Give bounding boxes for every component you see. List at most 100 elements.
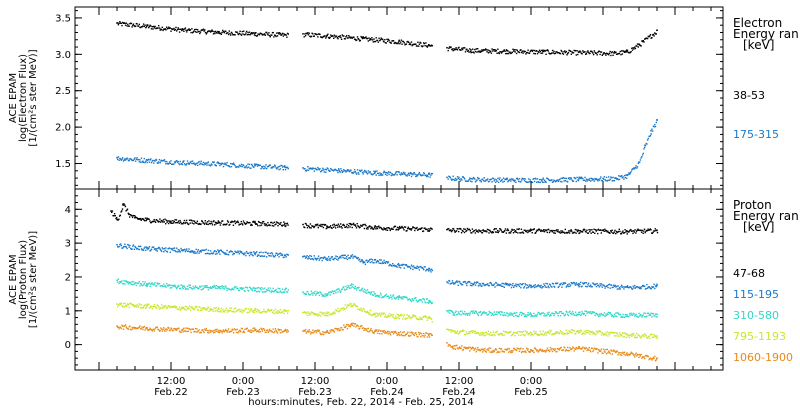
- proton-data-point: [407, 265, 410, 268]
- electron-data-point: [245, 165, 248, 167]
- proton-series-point: [218, 250, 220, 253]
- proton-data-point: [340, 255, 343, 257]
- proton-data-point: [356, 289, 358, 291]
- proton-data-point: [645, 230, 647, 232]
- proton-data-point: [240, 308, 243, 311]
- proton-data-point: [226, 331, 228, 333]
- proton-data-point: [575, 314, 577, 317]
- electron-data-point: [538, 51, 540, 54]
- proton-data-point: [623, 316, 626, 319]
- proton-data-point: [253, 327, 256, 329]
- proton-data-point: [495, 282, 498, 284]
- proton-data-point: [462, 230, 464, 232]
- proton-data-point: [165, 305, 167, 308]
- proton-data-point: [183, 249, 185, 251]
- proton-data-point: [455, 230, 458, 232]
- proton-data-point: [140, 248, 143, 250]
- electron-data-point: [531, 181, 534, 183]
- electron-data-point: [230, 34, 232, 36]
- proton-data-point: [191, 251, 193, 253]
- proton-data-point: [640, 229, 642, 231]
- proton-data-point: [481, 313, 483, 315]
- proton-data-point: [430, 227, 432, 229]
- proton-data-point: [348, 287, 351, 289]
- proton-data-point: [415, 333, 418, 336]
- proton-data-point: [537, 284, 539, 286]
- proton-data-point: [154, 221, 157, 223]
- electron-data-point: [148, 25, 151, 28]
- electron-data-point: [196, 29, 199, 31]
- proton-data-point: [449, 283, 451, 285]
- proton-data-point: [250, 288, 253, 290]
- proton-data-point: [359, 309, 361, 311]
- electron-data-point: [129, 22, 131, 25]
- proton-data-point: [337, 259, 339, 261]
- proton-data-point: [604, 315, 606, 317]
- electron-data-point: [346, 169, 349, 171]
- electron-data-point: [503, 180, 505, 182]
- proton-data-point: [651, 333, 653, 335]
- proton-data-point: [202, 329, 204, 331]
- proton-data-point: [369, 261, 372, 264]
- proton-data-point: [281, 291, 283, 294]
- proton-data-point: [305, 223, 307, 225]
- proton-data-point: [240, 251, 243, 253]
- proton-data-point: [252, 327, 254, 330]
- proton-data-point: [256, 287, 259, 289]
- proton-data-point: [545, 334, 547, 336]
- electron-data-point: [194, 28, 196, 31]
- proton-data-point: [373, 291, 375, 293]
- proton-data-point: [330, 331, 332, 333]
- proton-data-point: [428, 302, 430, 304]
- proton-data-point: [243, 222, 245, 224]
- proton-data-point: [220, 249, 223, 251]
- proton-data-point: [447, 282, 449, 284]
- electron-data-point: [214, 30, 217, 33]
- proton-data-point: [569, 284, 572, 286]
- proton-data-point: [402, 331, 404, 334]
- proton-data-point: [387, 295, 390, 298]
- proton-data-point: [651, 316, 653, 318]
- proton-data-point: [476, 230, 478, 233]
- proton-data-point: [575, 331, 577, 333]
- proton-data-point: [496, 229, 499, 232]
- proton-data-point: [518, 315, 520, 317]
- proton-data-point: [594, 229, 597, 231]
- proton-data-point: [385, 229, 387, 231]
- electron-data-point: [252, 32, 254, 34]
- electron-data-point: [253, 32, 255, 34]
- electron-data-point: [209, 165, 212, 167]
- proton-data-point: [137, 248, 139, 250]
- proton-data-point: [147, 284, 149, 286]
- proton-data-point: [175, 286, 177, 288]
- proton-data-point: [324, 256, 326, 259]
- proton-data-point: [287, 289, 289, 291]
- proton-data-point: [637, 316, 639, 318]
- electron-data-point: [407, 41, 410, 43]
- proton-data-point: [184, 222, 186, 225]
- proton-data-point: [267, 308, 269, 310]
- proton-data-point: [392, 333, 395, 335]
- proton-data-point: [469, 312, 472, 314]
- proton-data-point: [466, 282, 469, 284]
- electron-data-point: [505, 52, 507, 55]
- electron-data-point: [626, 177, 628, 179]
- electron-data-point: [178, 28, 180, 30]
- proton-data-point: [217, 310, 219, 312]
- electron-data-point: [453, 48, 455, 50]
- proton-data-point: [569, 331, 572, 333]
- electron-data-point: [490, 50, 492, 52]
- electron-data-point: [377, 41, 379, 43]
- proton-data-point: [313, 331, 315, 333]
- electron-data-point: [168, 26, 170, 28]
- electron-data-point: [276, 35, 279, 37]
- electron-data-point: [225, 164, 228, 166]
- electron-data-point: [319, 33, 321, 36]
- electron-data-point: [151, 26, 153, 28]
- electron-data-point: [618, 52, 621, 55]
- electron-data-point: [605, 180, 607, 182]
- proton-data-point: [410, 267, 412, 270]
- proton-data-point: [327, 331, 329, 333]
- electron-data-point: [464, 178, 466, 180]
- proton-data-point: [248, 252, 250, 255]
